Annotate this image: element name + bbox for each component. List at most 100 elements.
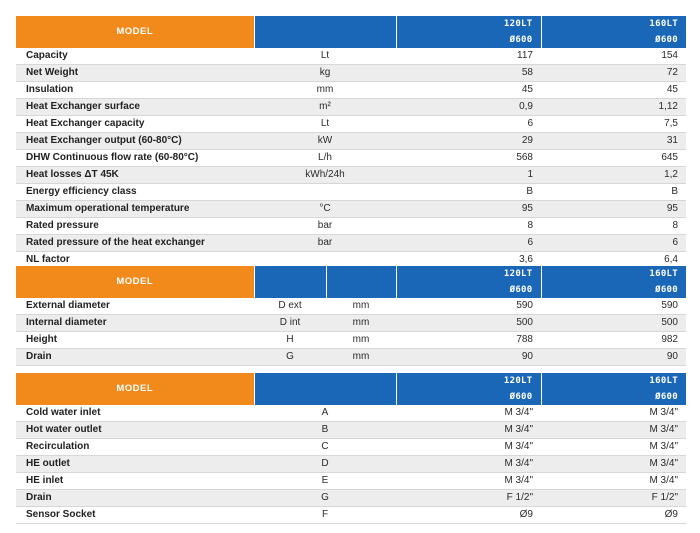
table-row: Heat Exchanger surface m² 0,9 1,12 (16, 98, 686, 116)
row-label: External diameter (16, 298, 254, 315)
row-label: Drain (16, 348, 254, 366)
value-120: 45 (396, 81, 541, 99)
value-120: 500 (396, 314, 541, 332)
table-row: Hot water outlet B M 3/4" M 3/4" (16, 421, 686, 439)
table-row: Heat losses ΔT 45K kWh/24h 1 1,2 (16, 166, 686, 184)
row-symbol: F (254, 506, 396, 524)
row-unit (254, 251, 396, 269)
row-label: Recirculation (16, 438, 254, 456)
value-160: Ø9 (541, 506, 686, 524)
row-label: Drain (16, 489, 254, 507)
value-160: 7,5 (541, 115, 686, 133)
table-row: Energy efficiency class B B (16, 183, 686, 201)
row-unit: kW (254, 132, 396, 150)
table-row: Insulation mm 45 45 (16, 81, 686, 99)
value-160: 500 (541, 314, 686, 332)
table-row: Rated pressure bar 8 8 (16, 217, 686, 235)
value-160: 95 (541, 200, 686, 218)
row-label: HE outlet (16, 455, 254, 473)
variant-diameter: Ø600 (509, 392, 533, 402)
row-label: HE inlet (16, 472, 254, 490)
variant-name: 120LT (503, 19, 533, 29)
value-120: 0,9 (396, 98, 541, 116)
variant-name: 120LT (503, 376, 533, 386)
value-160: 982 (541, 331, 686, 349)
table-row: Recirculation C M 3/4" M 3/4" (16, 438, 686, 456)
value-120: B (396, 183, 541, 201)
row-unit: Lt (254, 48, 396, 65)
table-row: Net Weight kg 58 72 (16, 64, 686, 82)
row-unit: L/h (254, 149, 396, 167)
variant-header-160: 160LT Ø600 (541, 373, 686, 405)
value-160: M 3/4" (541, 438, 686, 456)
variant-name: 120LT (503, 269, 533, 279)
value-120: M 3/4" (396, 405, 541, 422)
value-120: 3,6 (396, 251, 541, 269)
value-120: Ø9 (396, 506, 541, 524)
row-label: Heat Exchanger capacity (16, 115, 254, 133)
row-symbol: G (254, 348, 326, 366)
row-label: Rated pressure of the heat exchanger (16, 234, 254, 252)
row-label: NL factor (16, 251, 254, 269)
row-label: Height (16, 331, 254, 349)
row-unit (254, 183, 396, 201)
row-symbol: B (254, 421, 396, 439)
variant-diameter: Ø600 (655, 392, 678, 402)
row-symbol: A (254, 405, 396, 422)
row-label: Energy efficiency class (16, 183, 254, 201)
value-120: 590 (396, 298, 541, 315)
variant-header-120: 120LT Ø600 (396, 266, 542, 298)
row-label: Insulation (16, 81, 254, 99)
variant-name: 160LT (649, 376, 678, 386)
value-120: M 3/4" (396, 455, 541, 473)
value-120: 58 (396, 64, 541, 82)
value-160: M 3/4" (541, 472, 686, 490)
unit-header (326, 266, 397, 298)
row-label: DHW Continuous flow rate (60-80°C) (16, 149, 254, 167)
value-120: 29 (396, 132, 541, 150)
row-unit: °C (254, 200, 396, 218)
row-symbol: D ext (254, 298, 326, 315)
value-120: M 3/4" (396, 438, 541, 456)
value-120: F 1/2" (396, 489, 541, 507)
row-label: Heat losses ΔT 45K (16, 166, 254, 184)
table-row: Internal diameter D int mm 500 500 (16, 314, 686, 332)
table-row: Cold water inlet A M 3/4" M 3/4" (16, 405, 686, 422)
value-160: M 3/4" (541, 405, 686, 422)
value-160: 590 (541, 298, 686, 315)
value-120: 788 (396, 331, 541, 349)
value-120: 568 (396, 149, 541, 167)
row-symbol: H (254, 331, 326, 349)
row-label: Internal diameter (16, 314, 254, 332)
row-label: Capacity (16, 48, 254, 65)
row-label: Maximum operational temperature (16, 200, 254, 218)
variant-diameter: Ø600 (509, 35, 533, 45)
value-160: 45 (541, 81, 686, 99)
value-120: 6 (396, 234, 541, 252)
table-row: External diameter D ext mm 590 590 (16, 298, 686, 315)
value-120: 6 (396, 115, 541, 133)
value-160: 72 (541, 64, 686, 82)
row-unit: mm (326, 348, 396, 366)
table-row: Heat Exchanger capacity Lt 6 7,5 (16, 115, 686, 133)
unit-header (254, 16, 397, 48)
row-symbol: G (254, 489, 396, 507)
model-header: MODEL (16, 373, 255, 405)
row-unit: Lt (254, 115, 396, 133)
table-row: Rated pressure of the heat exchanger bar 6… (16, 234, 686, 252)
value-160: 6 (541, 234, 686, 252)
row-unit: kWh/24h (254, 166, 396, 184)
table-header: MODEL 120LT Ø600 160LT Ø600 (16, 373, 686, 405)
value-160: 1,12 (541, 98, 686, 116)
row-unit: mm (326, 314, 396, 332)
row-unit: mm (326, 331, 396, 349)
variant-diameter: Ø600 (509, 285, 533, 295)
value-160: 90 (541, 348, 686, 366)
value-160: M 3/4" (541, 455, 686, 473)
row-unit: m² (254, 98, 396, 116)
dimensions-table: MODEL 120LT Ø600 160LT Ø600 External dia… (16, 266, 686, 366)
value-120: 8 (396, 217, 541, 235)
value-160: 154 (541, 48, 686, 65)
